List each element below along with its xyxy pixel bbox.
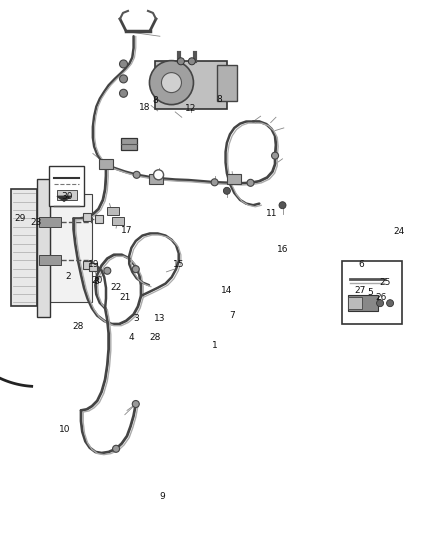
- Text: 4: 4: [129, 333, 134, 342]
- Circle shape: [133, 171, 140, 179]
- Circle shape: [279, 201, 286, 209]
- Text: 5: 5: [367, 288, 373, 296]
- Text: 30: 30: [61, 192, 72, 200]
- Text: 18: 18: [139, 103, 150, 112]
- Text: 19: 19: [88, 261, 100, 269]
- Circle shape: [223, 187, 230, 195]
- Bar: [39, 217, 61, 227]
- Text: 21: 21: [119, 293, 131, 302]
- Bar: [50, 193, 92, 302]
- Text: 20: 20: [92, 277, 103, 285]
- Bar: [107, 206, 119, 215]
- Circle shape: [102, 160, 110, 168]
- Text: 3: 3: [133, 314, 139, 323]
- Bar: [49, 166, 84, 206]
- Polygon shape: [57, 196, 71, 201]
- Circle shape: [120, 60, 127, 68]
- Bar: [37, 179, 50, 317]
- Text: 25: 25: [379, 278, 390, 287]
- Bar: [227, 174, 241, 184]
- Text: 16: 16: [277, 245, 288, 254]
- Bar: [348, 295, 378, 311]
- Bar: [83, 261, 91, 270]
- Bar: [11, 189, 37, 306]
- Circle shape: [177, 58, 184, 65]
- Bar: [57, 190, 77, 200]
- Circle shape: [104, 267, 111, 274]
- Bar: [95, 214, 102, 223]
- Bar: [83, 213, 91, 222]
- Text: 10: 10: [59, 425, 71, 433]
- Text: 13: 13: [154, 314, 166, 323]
- Circle shape: [132, 400, 139, 408]
- Text: 6: 6: [358, 261, 364, 269]
- Bar: [149, 174, 163, 183]
- Circle shape: [188, 58, 195, 65]
- Text: 23: 23: [30, 219, 42, 227]
- Text: 8: 8: [216, 95, 222, 103]
- Circle shape: [149, 61, 194, 104]
- Text: 28: 28: [150, 333, 161, 342]
- Circle shape: [120, 89, 127, 98]
- Text: 24: 24: [393, 228, 404, 236]
- Bar: [342, 261, 402, 324]
- Circle shape: [247, 179, 254, 187]
- Text: 12: 12: [185, 104, 196, 113]
- Circle shape: [377, 300, 384, 306]
- Bar: [113, 217, 124, 225]
- Text: 22: 22: [110, 284, 122, 292]
- Circle shape: [162, 72, 181, 93]
- Bar: [155, 61, 227, 109]
- Circle shape: [272, 152, 279, 159]
- Text: 27: 27: [354, 286, 366, 295]
- Text: 7: 7: [229, 311, 235, 320]
- Circle shape: [132, 265, 139, 273]
- Text: 15: 15: [173, 261, 184, 269]
- Text: 14: 14: [221, 286, 233, 295]
- Text: 26: 26: [375, 293, 387, 302]
- Text: 28: 28: [72, 322, 84, 331]
- Bar: [217, 64, 237, 101]
- Text: 29: 29: [14, 214, 25, 223]
- Text: 11: 11: [266, 209, 277, 217]
- Text: 2: 2: [65, 272, 71, 280]
- Circle shape: [154, 170, 163, 180]
- Circle shape: [113, 445, 120, 453]
- Circle shape: [211, 179, 218, 186]
- Text: 8: 8: [93, 277, 99, 286]
- Text: 8: 8: [152, 96, 159, 104]
- Bar: [99, 159, 113, 169]
- Text: 17: 17: [121, 226, 133, 235]
- Text: 1: 1: [212, 341, 218, 350]
- Bar: [121, 138, 137, 150]
- Bar: [39, 255, 61, 264]
- Bar: [89, 262, 97, 271]
- Circle shape: [387, 300, 394, 306]
- Bar: [348, 297, 362, 309]
- Text: 9: 9: [159, 492, 165, 501]
- Circle shape: [120, 75, 127, 83]
